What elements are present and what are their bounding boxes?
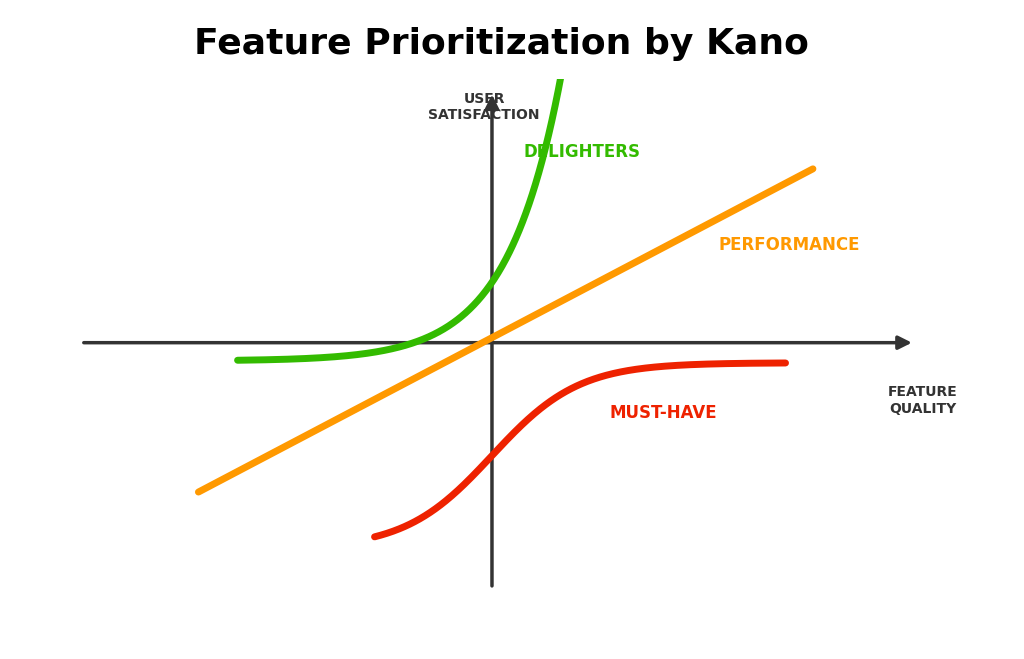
Text: DELIGHTERS: DELIGHTERS <box>523 143 640 161</box>
Text: FEATURE
QUALITY: FEATURE QUALITY <box>888 386 957 416</box>
Text: PERFORMANCE: PERFORMANCE <box>719 236 860 254</box>
Text: MUST-HAVE: MUST-HAVE <box>609 404 717 422</box>
Text: USER
SATISFACTION: USER SATISFACTION <box>428 92 540 122</box>
Title: Feature Prioritization by Kano: Feature Prioritization by Kano <box>195 27 809 61</box>
